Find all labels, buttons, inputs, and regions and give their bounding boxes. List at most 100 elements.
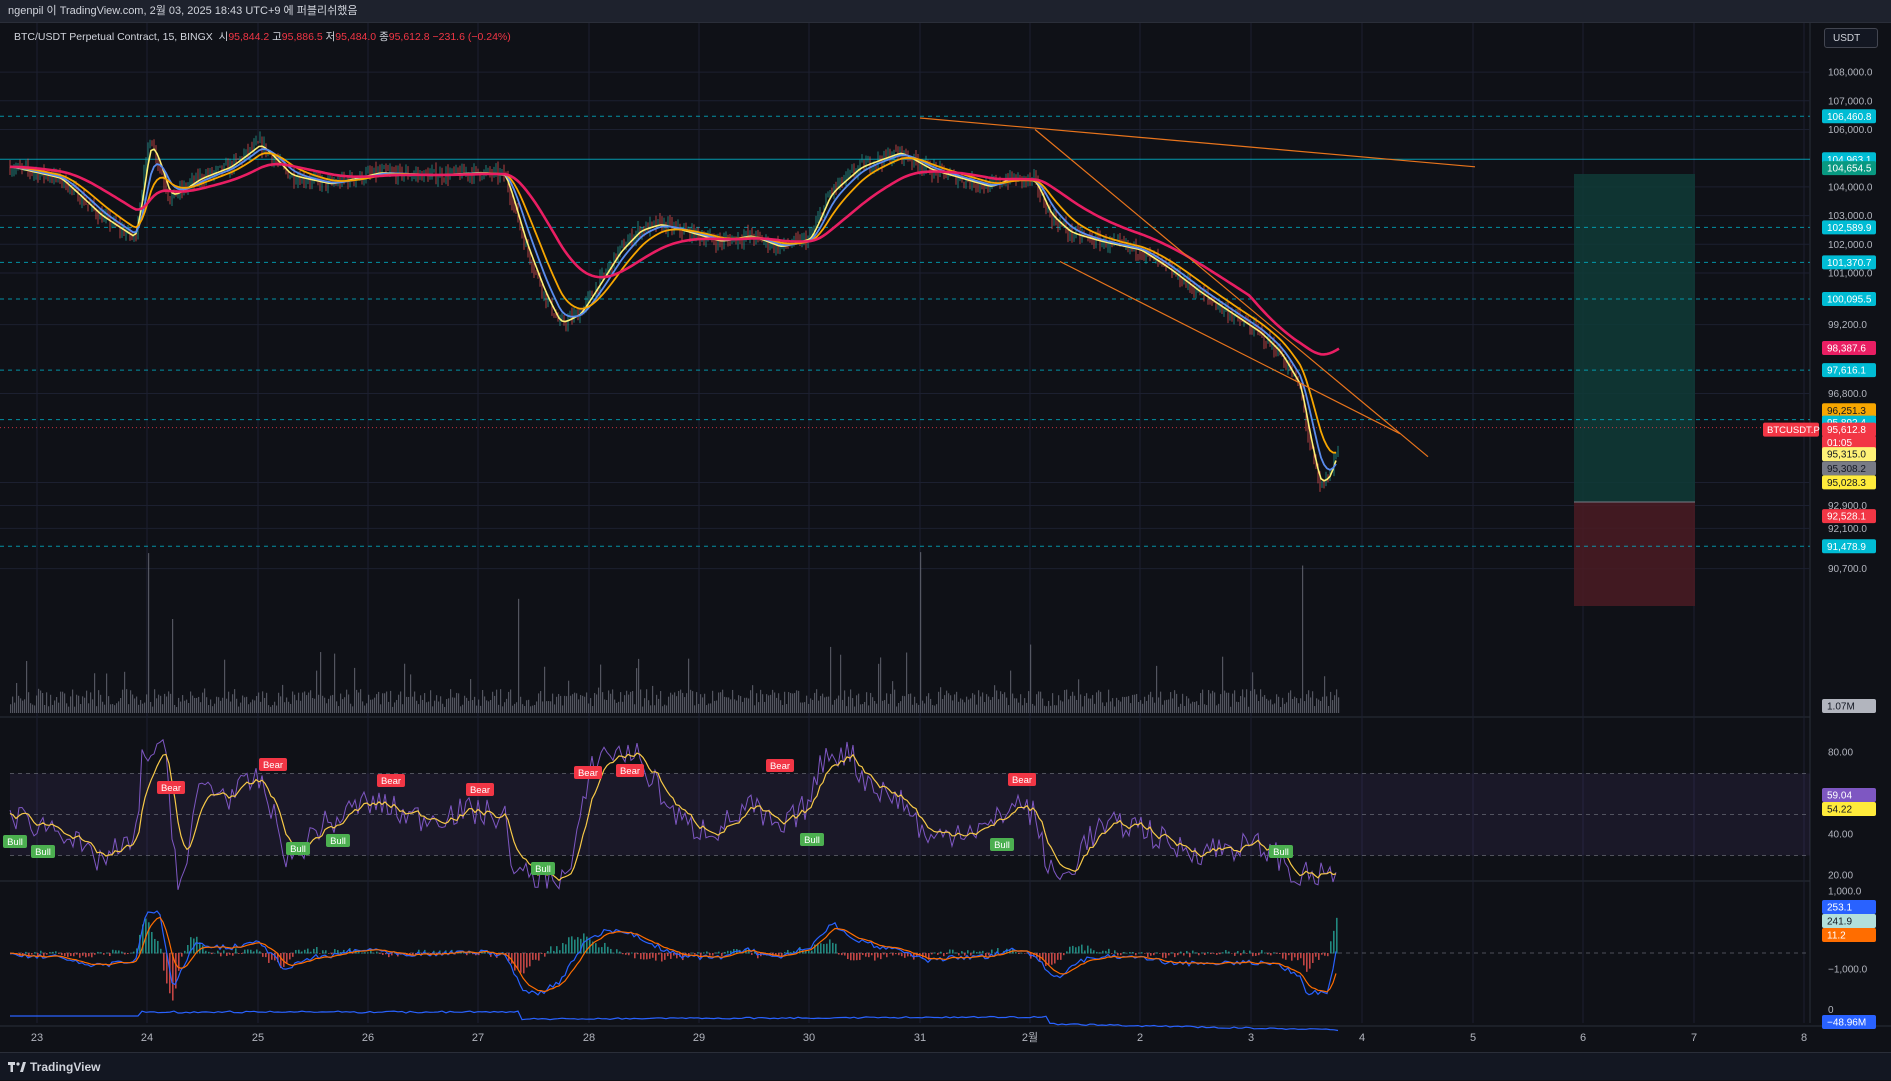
volume-bar: [620, 692, 622, 713]
volume-bar: [1246, 689, 1248, 713]
volume-bar: [328, 698, 330, 713]
macd-histogram-bar: [1261, 950, 1263, 954]
volume-bar: [1208, 690, 1210, 713]
volume-bar: [384, 693, 386, 713]
volume-bar: [1026, 702, 1028, 713]
volume-bar: [490, 700, 492, 713]
volume-bar: [806, 695, 808, 713]
chart-canvas[interactable]: Bear Bear Bear Bear Bear Bear Bear Bear Bull Bull…: [0, 23, 1891, 1052]
volume-bar: [180, 701, 182, 713]
volume-bar: [1168, 699, 1170, 713]
volume-bar: [560, 695, 562, 713]
macd-histogram-bar: [187, 945, 189, 954]
price-level-tag: [1822, 539, 1876, 554]
volume-bar: [138, 704, 140, 713]
macd-histogram-bar: [478, 953, 480, 956]
bull-label-box: [1269, 845, 1293, 858]
volume-bar: [640, 689, 642, 713]
time-axis[interactable]: 23 24 25 26 27 28 29 30 31 2월 2 3 4 5 6 7 8: [31, 1031, 1807, 1044]
macd-histogram-bar: [1300, 953, 1302, 959]
volume-bar: [248, 704, 250, 713]
volume-bar: [520, 696, 522, 713]
volume-bar: [1032, 703, 1034, 713]
volume-bar: [694, 705, 696, 713]
volume-bar: [334, 653, 336, 713]
volume-bar: [1288, 692, 1290, 713]
volume-bar: [844, 690, 846, 713]
currency-button[interactable]: USDT: [1824, 28, 1878, 48]
macd-histogram-bar: [1174, 953, 1176, 958]
macd-histogram-bar: [697, 952, 699, 954]
tradingview-logo[interactable]: TradingView: [8, 1053, 100, 1081]
symbol-tag: [1763, 422, 1819, 437]
volume-bar: [32, 704, 34, 713]
volume-bar: [188, 703, 190, 713]
macd-histogram-bar: [1246, 953, 1248, 954]
macd-histogram-bar: [1249, 950, 1251, 954]
volume-bar: [1200, 693, 1202, 713]
price-level-tag: [1822, 161, 1876, 176]
volume-bar: [690, 689, 692, 713]
macd-histogram-bar: [1006, 948, 1008, 954]
macd-histogram-bar: [943, 953, 945, 957]
macd-histogram-bar: [676, 953, 678, 959]
volume-bar: [738, 695, 740, 713]
price-axis[interactable]: 108,000.0 107,000.0 106,000.0 104,000.0 103,…: [1763, 68, 1876, 1029]
volume-bar: [398, 694, 400, 713]
volume-bar: [900, 701, 902, 713]
loss-zone[interactable]: [1574, 502, 1695, 606]
macd-histogram-bar: [301, 951, 303, 954]
volume-bar: [842, 699, 844, 713]
macd-histogram-bar: [838, 953, 840, 955]
macd-histogram-bar: [853, 953, 855, 961]
volume-bar: [258, 692, 260, 713]
profit-zone[interactable]: [1574, 174, 1695, 502]
macd-histogram-bar: [205, 950, 207, 954]
macd-histogram-bar: [703, 952, 705, 954]
rsi-tick: 40.00: [1828, 830, 1853, 841]
bear-label: Bear: [161, 783, 181, 794]
volume-bar: [428, 701, 430, 713]
horizontal-levels[interactable]: [0, 115, 1810, 547]
macd-histogram-bar: [904, 953, 906, 958]
volume-bar: [254, 700, 256, 713]
volume-bar: [1100, 691, 1102, 713]
volume-bar: [864, 701, 866, 713]
volume-bar: [146, 694, 148, 713]
open-label: 시: [218, 31, 229, 43]
volume-bar: [584, 696, 586, 713]
macd-histogram-bar: [1312, 953, 1314, 963]
macd-histogram-bar: [229, 953, 231, 955]
volume-bar: [1206, 705, 1208, 713]
volume-bar: [1114, 706, 1116, 713]
volume-bar: [1326, 696, 1328, 713]
volume-bar: [960, 698, 962, 713]
macd-histogram-bar: [172, 953, 174, 1001]
volume-bar: [174, 704, 176, 713]
macd-histogram-bar: [55, 951, 57, 954]
macd-histogram-bar: [832, 942, 834, 954]
time-tick: 31: [914, 1032, 926, 1044]
macd-histogram-bar: [340, 952, 342, 954]
volume-bar: [782, 705, 784, 713]
macd-histogram-bar: [973, 950, 975, 954]
volume-bar: [1124, 697, 1126, 713]
macd-histogram-bar: [907, 953, 909, 957]
volume-bar: [852, 698, 854, 713]
price-level-tag-text: 95,315.0: [1827, 450, 1866, 461]
price-level-tag-text: 95,612.8: [1827, 425, 1866, 436]
macd-histogram-bar: [682, 953, 684, 961]
volume-bar: [330, 695, 332, 713]
volume-bar: [930, 698, 932, 713]
volume-bar: [682, 692, 684, 713]
volume-bar: [1064, 689, 1066, 713]
volume-bar: [570, 695, 572, 713]
macd-histogram-bar: [1189, 953, 1191, 958]
macd-histogram-bar: [1141, 952, 1143, 954]
trendlines[interactable]: [919, 117, 1476, 458]
macd-histogram-bar: [139, 934, 141, 954]
volume-bar: [94, 673, 96, 713]
volume-bar: [932, 705, 934, 713]
volume-bar: [1230, 706, 1232, 713]
volume-bar: [910, 693, 912, 713]
